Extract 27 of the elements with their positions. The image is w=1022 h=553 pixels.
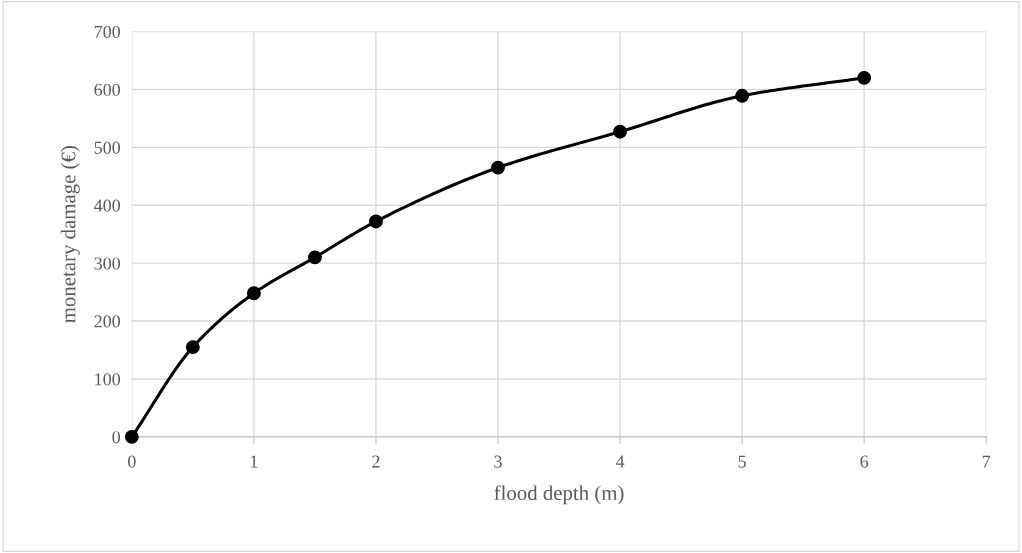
y-tick-label: 200 <box>94 315 121 328</box>
point <box>491 160 505 175</box>
y-tick-label: 400 <box>94 199 121 212</box>
point <box>369 214 383 229</box>
x-tick-label: 6 <box>860 455 869 468</box>
x-tick-label: 7 <box>982 455 991 468</box>
x-tick-label: 4 <box>615 455 625 468</box>
point <box>124 429 139 444</box>
y-tick-label: 600 <box>94 83 121 96</box>
y-tick-label: 700 <box>94 25 121 38</box>
y-tick-label: 0 <box>112 431 121 444</box>
point <box>735 88 750 103</box>
y-axis-title: monetary damage (€) <box>60 146 80 323</box>
x-tick-label: 3 <box>494 455 502 468</box>
x-axis-title: flood depth (m) <box>494 485 624 505</box>
y-tick-label: 500 <box>94 141 121 154</box>
point <box>185 340 200 355</box>
y-tick-label: 300 <box>94 257 121 270</box>
point <box>307 250 322 265</box>
y-tick-label: 100 <box>95 373 121 386</box>
point <box>613 124 628 139</box>
x-tick-label: 5 <box>738 455 746 468</box>
x-tick-label: 0 <box>128 455 136 468</box>
point <box>857 70 872 85</box>
point <box>246 286 261 301</box>
x-tick-label: 2 <box>372 455 380 468</box>
x-tick-label: 1 <box>250 455 258 468</box>
